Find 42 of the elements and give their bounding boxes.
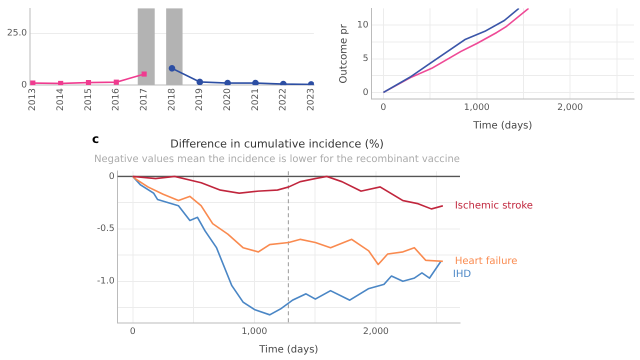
- y-tick-label: 0: [108, 172, 115, 182]
- point: [58, 80, 64, 86]
- point: [168, 65, 176, 72]
- x-tick-label: 2020: [222, 88, 233, 111]
- x-tick-label: 1,000: [241, 326, 268, 337]
- y-tick-label: 10: [357, 20, 369, 31]
- point: [224, 80, 231, 86]
- x-tick-label: 0: [130, 326, 136, 337]
- point: [30, 80, 36, 86]
- point: [114, 80, 119, 85]
- x-tick-label: 2019: [195, 88, 206, 111]
- point: [280, 80, 287, 86]
- y-tick-label: -0.5: [97, 224, 115, 234]
- x-tick-label: 1,000: [464, 102, 490, 113]
- x-tick-label: 2,000: [557, 102, 584, 113]
- point: [86, 80, 92, 86]
- text: c: [92, 132, 100, 146]
- y-tick-label: 25.0: [6, 28, 28, 39]
- x-tick-label: 2023: [306, 88, 316, 111]
- x-tick-label: 0: [380, 102, 387, 113]
- x-tick-label: 2016: [112, 88, 122, 111]
- x-tick-label: 2022: [278, 88, 289, 111]
- x-tick-label: 2021: [250, 88, 261, 111]
- y-tick-label: -1.0: [97, 276, 115, 287]
- x-tick-label: 2013: [28, 88, 38, 111]
- x-tick-label: 2015: [84, 88, 94, 111]
- x-tick-label: 2017: [139, 88, 150, 111]
- point: [196, 78, 204, 86]
- x-tick-label: 2018: [167, 88, 178, 111]
- y-tick-label: 5: [362, 54, 368, 64]
- point: [252, 80, 259, 86]
- x-axis-title: Time (days): [472, 120, 532, 132]
- chart-subtitle: Negative values mean the incidence is lower for the recombinant vaccine: [94, 154, 460, 165]
- x-tick-label: 2014: [56, 88, 66, 111]
- y-axis-title: Outcome pr: [338, 23, 350, 84]
- series-label: IHD: [452, 268, 472, 280]
- point: [142, 72, 147, 77]
- series-label: Ischemic stroke: [454, 200, 533, 212]
- chart-title: Difference in cumulative incidence (%): [170, 137, 384, 150]
- series-label: Heart failure: [454, 256, 518, 267]
- x-axis-title: Time (days): [258, 344, 318, 356]
- x-tick-label: 2,000: [362, 326, 390, 337]
